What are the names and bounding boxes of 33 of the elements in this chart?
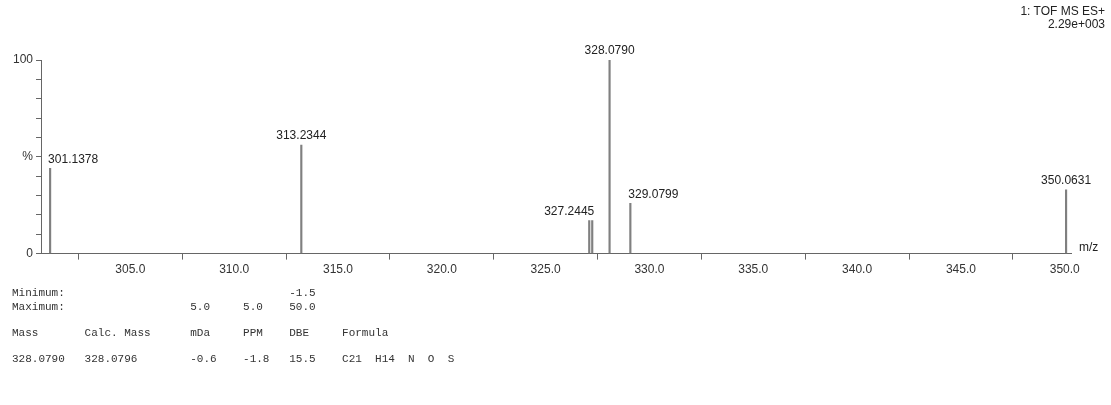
x-tick-label: 315.0 <box>322 262 354 277</box>
bar <box>1065 189 1068 254</box>
annotation: 328.0790 <box>584 43 635 58</box>
y-tick-label: % <box>22 149 34 164</box>
bar <box>588 220 591 254</box>
x-tick-label: 330.0 <box>634 262 665 277</box>
x-tick-label: 350.0 <box>1049 262 1081 277</box>
text: Mass Calc. Mass mDa PPM DBE Formula <box>12 326 390 340</box>
bar <box>608 60 611 254</box>
y-tick-label: 0 <box>26 245 34 260</box>
annotation: 350.0631 <box>1041 173 1092 188</box>
text: Maximum: 5.0 5.0 50.0 <box>12 300 317 314</box>
x-tick-label: 320.0 <box>426 262 458 277</box>
x-tick-label: 310.0 <box>219 262 250 277</box>
bar <box>300 144 303 254</box>
text: Minimum: -1.5 <box>12 286 317 300</box>
x-tick-label: 345.0 <box>945 262 977 277</box>
annotation: 327.2445 <box>544 204 595 218</box>
x-axis-title: m/z <box>1079 239 1099 254</box>
x-tick-label: 335.0 <box>738 262 769 277</box>
bar <box>629 202 632 254</box>
text: 1: TOF MS ES+ <box>1020 4 1105 19</box>
x-tick-label: 305.0 <box>115 262 146 277</box>
bar <box>591 220 594 254</box>
annotation: 329.0799 <box>628 186 679 201</box>
x-tick-label: 325.0 <box>530 262 561 277</box>
text: 328.0790 328.0796 -0.6 -1.8 15.5 C21 H14 N O S <box>12 352 456 366</box>
y-tick-label: 100 <box>12 52 34 67</box>
bar <box>49 168 52 254</box>
text: 2.29e+003 <box>1047 17 1106 32</box>
x-tick-label: 340.0 <box>842 262 873 277</box>
annotation: 313.2344 <box>276 128 327 143</box>
annotation: 301.1378 <box>48 151 99 166</box>
